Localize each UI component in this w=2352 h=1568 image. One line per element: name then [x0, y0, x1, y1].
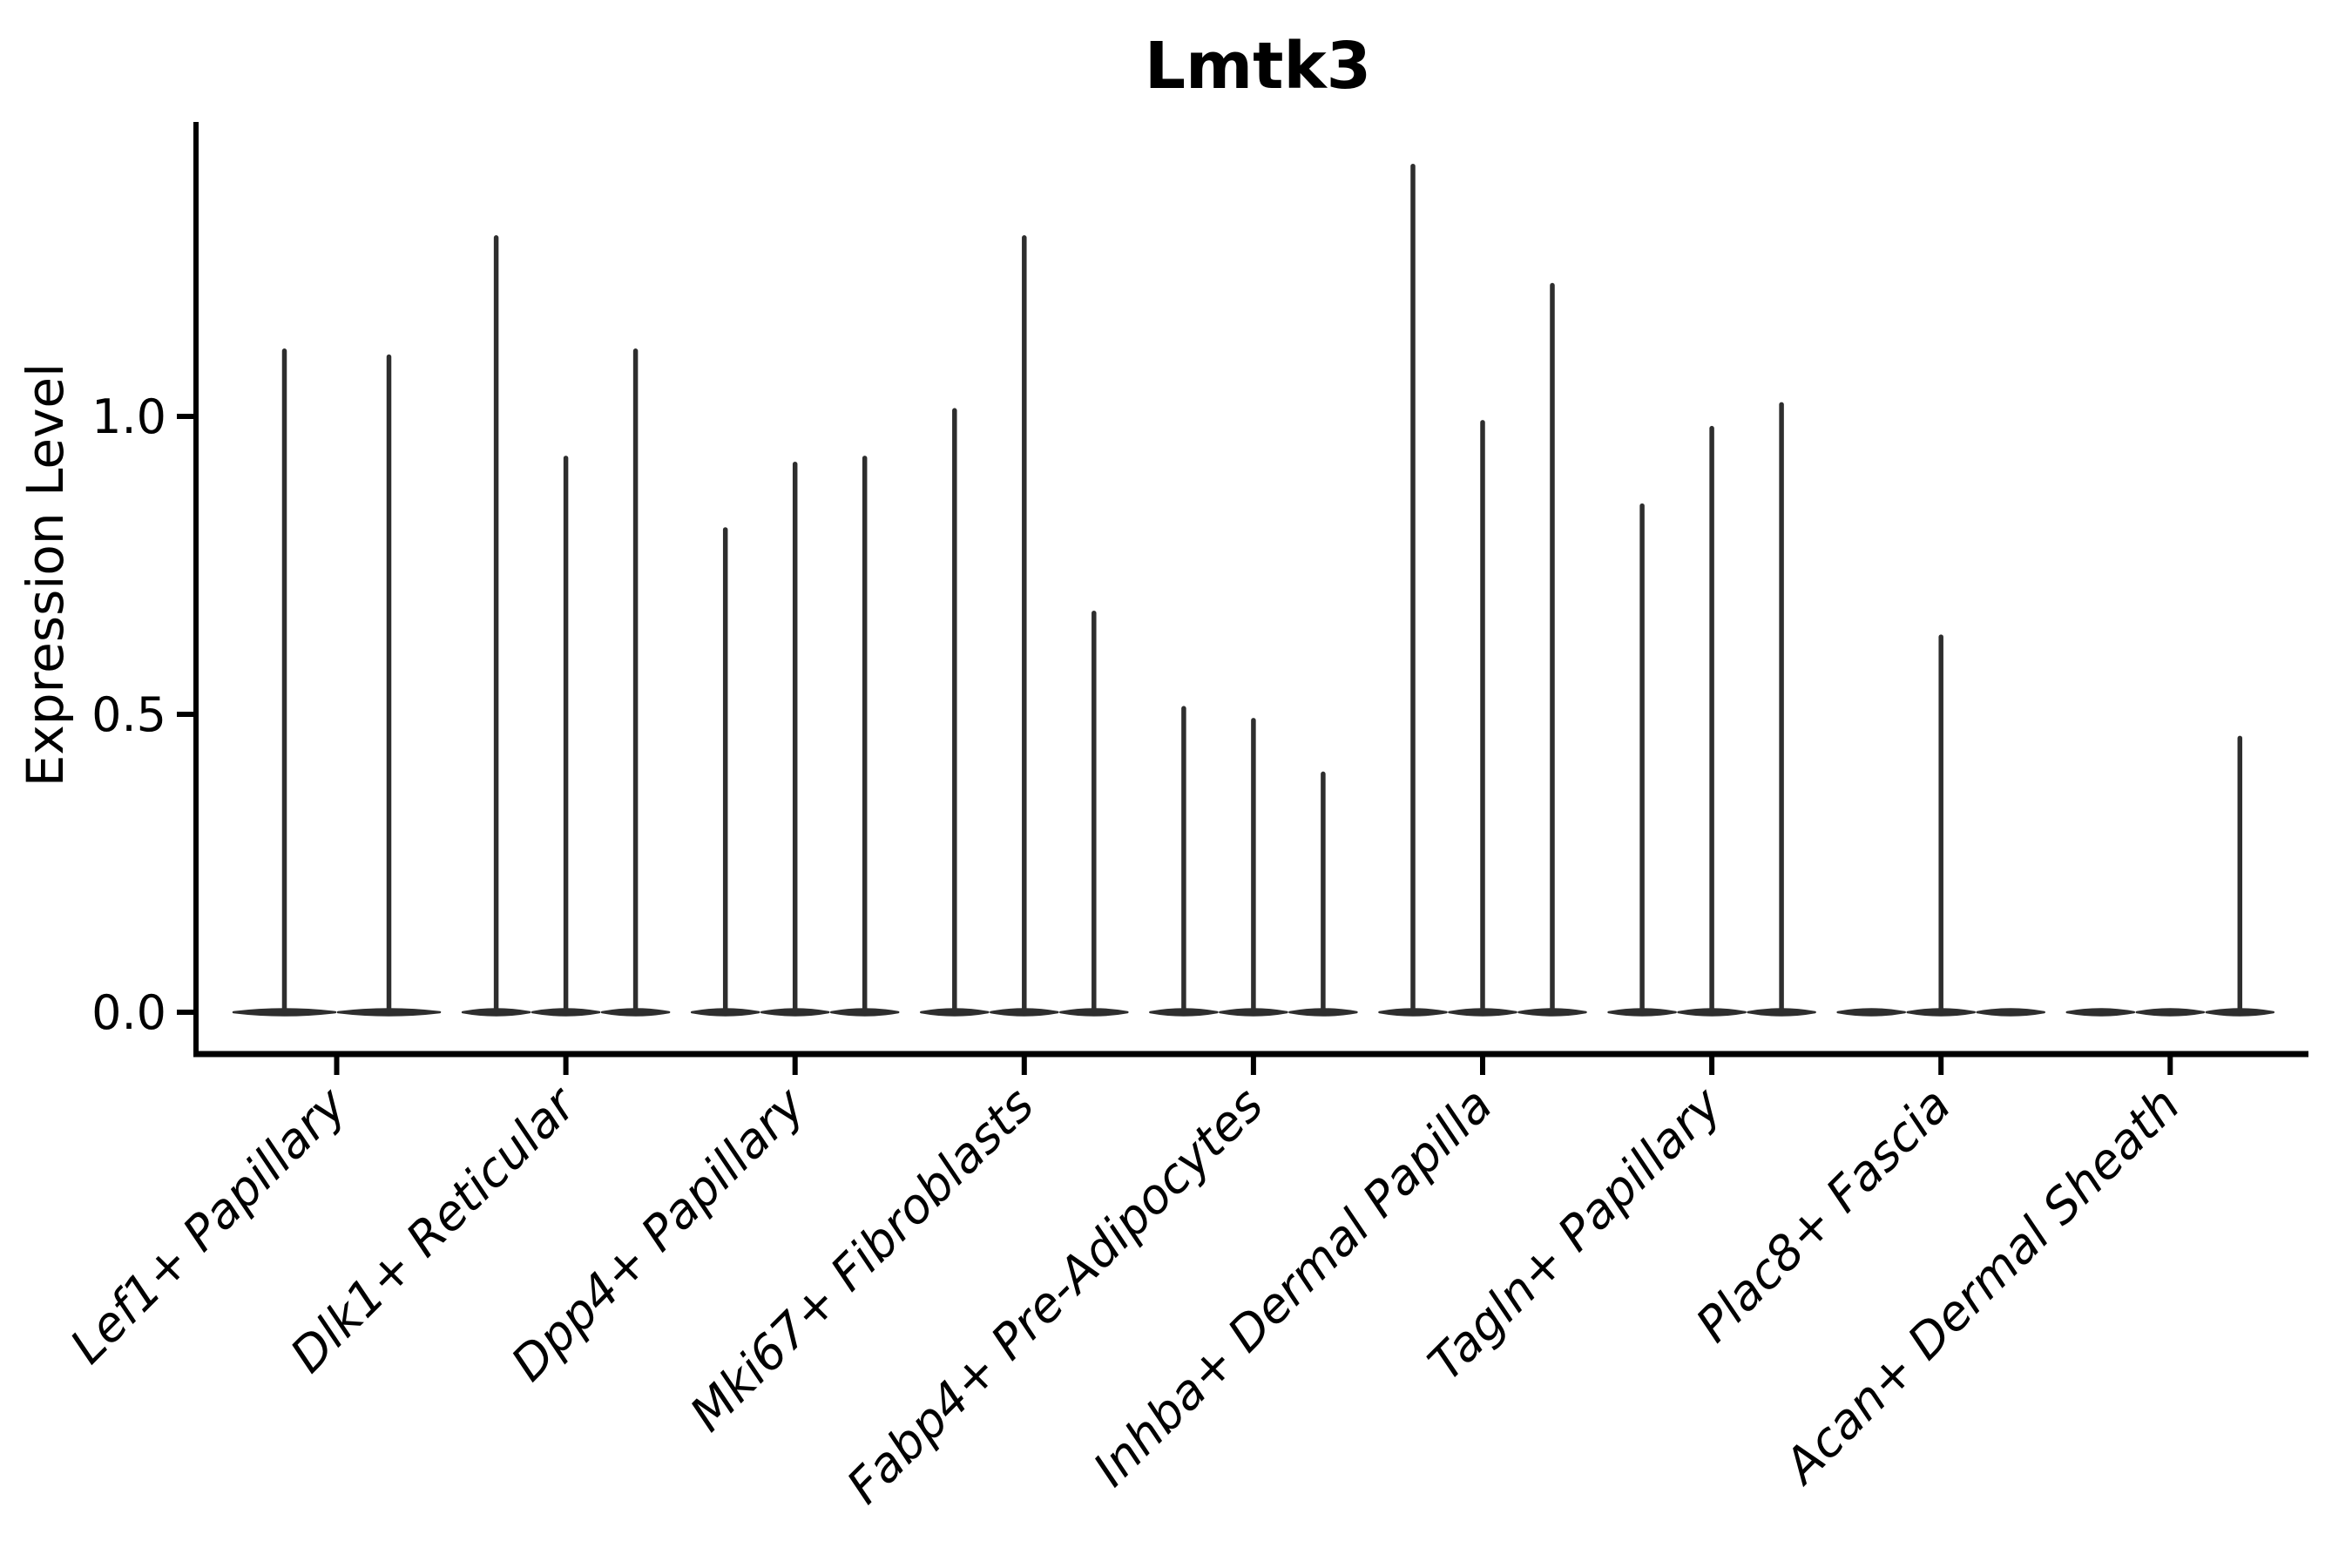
x-tick-label: Acan+ Dermal Sheath	[1772, 1077, 2191, 1496]
violin-bodies-layer	[232, 163, 2275, 1017]
violin-body	[1976, 1008, 2045, 1017]
violin-body	[1836, 1008, 1906, 1017]
chart-title: Lmtk3	[1145, 29, 1371, 104]
y-ticks-group: 0.0 0.5 1.0	[91, 389, 195, 1040]
x-tick-label: Inhba+ Dermal Papilla	[1083, 1077, 1503, 1497]
x-tick-label: Fabp4+ Pre-Adipocytes	[836, 1077, 1274, 1514]
y-tick-label: 1.0	[91, 389, 166, 444]
y-tick-label: 0.0	[91, 985, 166, 1040]
y-tick-label: 0.5	[91, 687, 166, 742]
y-axis-label: Expression Level	[16, 363, 75, 787]
violin-body	[2065, 1008, 2136, 1017]
violin-body	[2135, 1008, 2206, 1017]
